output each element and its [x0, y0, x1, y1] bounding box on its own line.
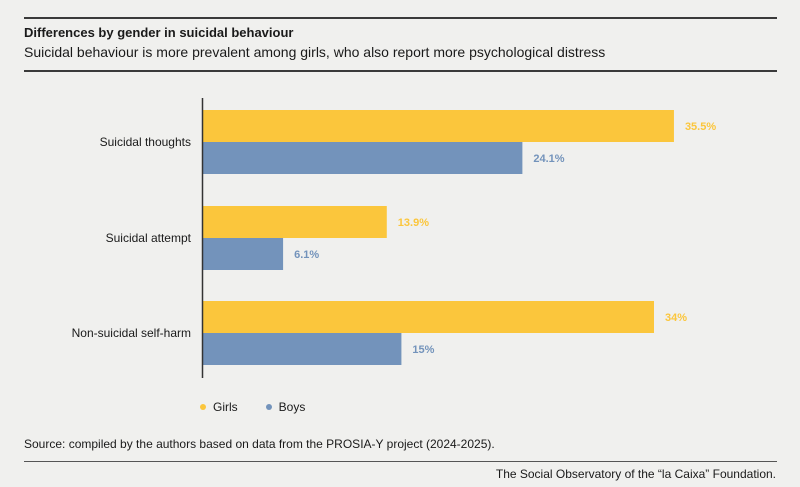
- legend-swatch-girls: [200, 404, 206, 410]
- chart-title: Differences by gender in suicidal behavi…: [24, 25, 294, 40]
- credit-line: The Social Observatory of the “la Caixa”…: [495, 467, 776, 481]
- legend: Girls Boys: [200, 400, 305, 414]
- source-note: Source: compiled by the authors based on…: [24, 437, 495, 451]
- legend-label-boys: Boys: [278, 400, 306, 414]
- legend-item-girls: Girls: [200, 400, 238, 414]
- footer-rule: [24, 461, 777, 462]
- legend-item-boys: Boys: [265, 400, 306, 414]
- top-rule: [24, 17, 777, 19]
- legend-label-girls: Girls: [213, 400, 238, 414]
- data-label-girls: 34%: [665, 312, 687, 324]
- category-label: Suicidal attempt: [106, 231, 192, 245]
- bar-girls: [202, 110, 674, 142]
- chart-subtitle: Suicidal behaviour is more prevalent amo…: [24, 44, 606, 60]
- header-rule: [24, 70, 777, 72]
- data-label-girls: 35.5%: [685, 121, 716, 133]
- bar-girls: [202, 206, 387, 238]
- category-label: Non-suicidal self-harm: [72, 326, 191, 340]
- data-label-boys: 24.1%: [533, 153, 564, 165]
- data-label-boys: 15%: [412, 344, 434, 356]
- category-label: Suicidal thoughts: [100, 135, 191, 149]
- data-label-boys: 6.1%: [294, 249, 319, 261]
- bar-boys: [202, 238, 284, 270]
- bar-boys: [202, 333, 402, 365]
- bar-boys: [202, 142, 523, 174]
- data-label-girls: 13.9%: [398, 217, 429, 229]
- bar-girls: [202, 301, 654, 333]
- legend-swatch-boys: [265, 404, 272, 410]
